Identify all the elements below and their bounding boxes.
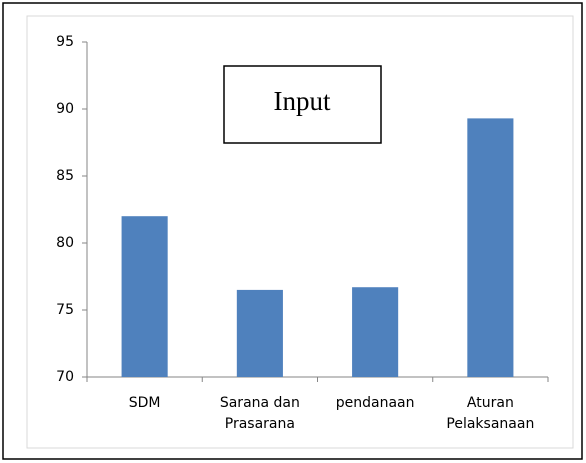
bar xyxy=(121,216,168,377)
x-tick-label: Aturan Pelaksanaan xyxy=(446,395,535,432)
y-tick-label: 75 xyxy=(56,302,74,318)
chart-area xyxy=(26,15,574,449)
x-tick-label: pendanaan xyxy=(335,395,415,411)
title-box xyxy=(223,65,382,144)
x-tick-label: Sarana dan Prasarana xyxy=(219,395,300,432)
bar xyxy=(236,289,283,377)
y-tick-label: 80 xyxy=(56,235,74,251)
plot: 70 75 80 85 90 95 xyxy=(56,34,549,385)
y-tick-label: 95 xyxy=(56,34,74,50)
y-tick-label: 85 xyxy=(56,168,74,184)
y-tick-label: 90 xyxy=(56,101,74,117)
bar xyxy=(467,118,514,377)
y-tick-label: 70 xyxy=(56,369,74,385)
chart-title: Input xyxy=(274,86,331,116)
x-tick-label: SDM xyxy=(128,395,161,411)
bar xyxy=(352,287,399,377)
